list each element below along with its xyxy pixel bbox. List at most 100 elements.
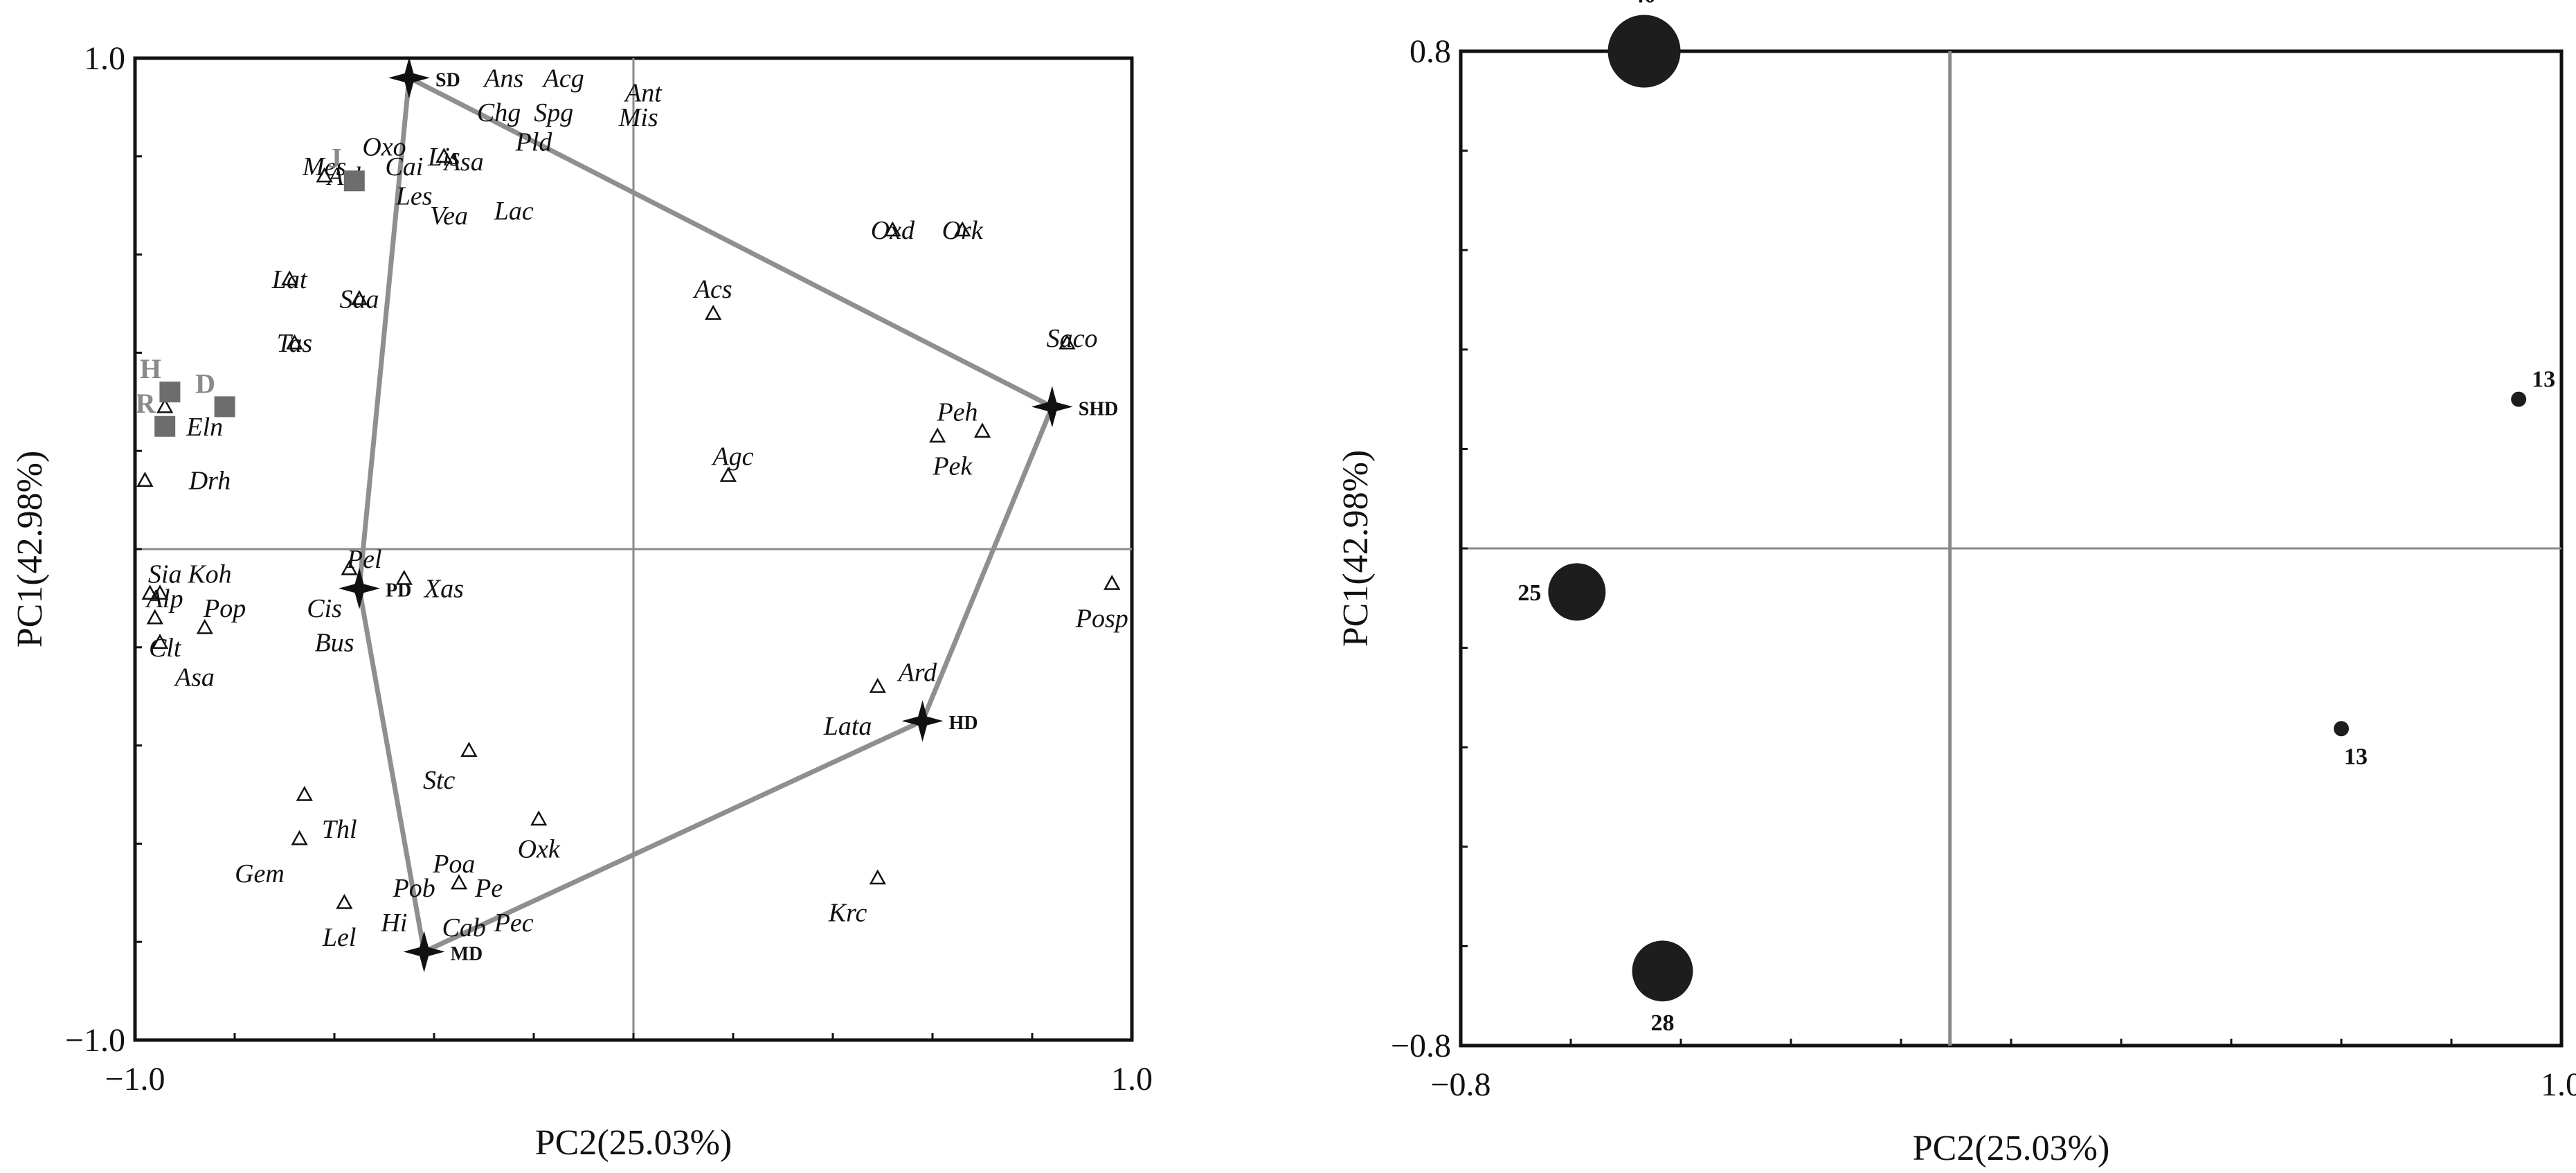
species-label: Asa	[173, 663, 215, 692]
species-label: Thl	[322, 815, 357, 844]
left-x-axis-label: PC2(25.03%)	[535, 1123, 732, 1163]
class-marker	[343, 170, 365, 192]
species-marker	[719, 467, 737, 482]
species-label: Ork	[942, 216, 984, 245]
left-x-tick-min: −1.0	[105, 1061, 165, 1098]
class-marker	[154, 415, 176, 437]
species-label: Tas	[277, 329, 312, 358]
species-marker	[286, 334, 303, 350]
site-label: PD	[386, 580, 411, 602]
species-marker	[136, 472, 154, 487]
species-marker	[291, 830, 308, 845]
species-label: Eln	[186, 413, 223, 442]
bubble-size-label: 40	[1632, 0, 1656, 8]
right-axis-ticks	[1459, 50, 2563, 1047]
site-star-marker	[901, 700, 944, 742]
species-label: Ant	[623, 79, 663, 108]
left-pca-biplot: −1.0 1.0 1.0 −1.0 PC2(25.03%) PC1(42.98%…	[10, 40, 1153, 1163]
right-pca-bubble-plot: −0.8 1.0 0.8 −0.8 PC2(25.03%) PC1(42.98%…	[1336, 0, 2576, 1168]
species-label: Poa	[432, 850, 475, 879]
species-marker	[151, 634, 169, 649]
species-marker	[146, 609, 163, 625]
sample-bubble	[1632, 940, 1693, 1002]
species-label: Pel	[346, 545, 382, 574]
species-marker	[336, 893, 353, 909]
species-label: Mis	[618, 103, 658, 132]
species-label: Oxo	[362, 133, 406, 162]
species-label: Lata	[823, 712, 872, 741]
site-label: SHD	[1079, 398, 1119, 420]
right-y-tick-min: −0.8	[1391, 1028, 1451, 1064]
bubble-size-label: 13	[2344, 744, 2368, 769]
bubble-size-label: 13	[2532, 367, 2555, 393]
class-label: R	[136, 388, 156, 419]
species-label: Pec	[494, 908, 534, 938]
species-label: Mes	[302, 152, 346, 181]
species-marker	[450, 874, 468, 890]
class-label: D	[195, 368, 215, 399]
site-hull-line	[357, 73, 1056, 956]
species-marker	[530, 810, 548, 826]
species-label: Ans	[482, 64, 523, 93]
sample-bubble	[1548, 563, 1606, 621]
sample-bubble	[2334, 721, 2349, 737]
species-marker	[341, 559, 358, 575]
species-marker	[316, 167, 333, 183]
sample-bubble	[2511, 391, 2527, 407]
species-marker	[954, 221, 971, 237]
species-label: Spg	[534, 98, 573, 127]
species-label: Les	[395, 182, 433, 211]
right-y-axis-label: PC1(42.98%)	[1336, 450, 1376, 647]
species-label: Asa	[442, 147, 484, 177]
species-marker	[705, 305, 722, 320]
species-label: Pe	[474, 874, 503, 903]
bubble-size-label: 28	[1651, 1010, 1675, 1036]
species-label: Krc	[828, 899, 867, 928]
left-y-tick-min: −1.0	[65, 1022, 125, 1059]
left-axis-ticks	[134, 57, 1133, 1041]
species-label: Chg	[477, 98, 521, 127]
species-marker	[141, 584, 159, 600]
left-y-axis-label: PC1(42.98%)	[10, 451, 50, 648]
species-label: Posp	[1075, 604, 1128, 633]
class-marker	[214, 396, 235, 418]
species-label: Saa	[340, 285, 379, 314]
left-data-marks: ArlOxoMesCaiLisAsaLesVeaLacAnsAcgAntChgS…	[136, 57, 1128, 973]
class-marker	[159, 382, 181, 403]
species-label: Saco	[1047, 324, 1098, 353]
species-label: Xas	[423, 575, 464, 604]
species-label: Cis	[307, 594, 342, 623]
site-label: SD	[435, 69, 460, 91]
site-star-marker	[388, 57, 430, 99]
species-label: Oxk	[518, 834, 561, 863]
species-marker	[973, 422, 991, 438]
left-x-tick-max: 1.0	[1111, 1061, 1153, 1098]
species-marker	[151, 584, 169, 600]
right-y-tick-max: 0.8	[1409, 33, 1451, 70]
species-marker	[281, 270, 298, 286]
site-star-marker	[1031, 386, 1073, 428]
right-x-tick-max: 1.0	[2541, 1066, 2576, 1103]
species-label: Drh	[188, 467, 231, 496]
species-label: Oxd	[871, 216, 915, 245]
species-marker	[435, 147, 453, 163]
species-label: Vea	[430, 202, 468, 231]
species-label: Pob	[393, 874, 435, 903]
species-marker	[929, 427, 946, 443]
species-label: Cab	[442, 913, 486, 942]
sample-bubble	[1607, 15, 1681, 88]
left-reference-lines	[135, 58, 1132, 1040]
left-y-tick-max: 1.0	[84, 40, 125, 77]
species-label: Agc	[710, 442, 753, 471]
site-star-marker	[403, 931, 445, 973]
class-label: J	[328, 142, 342, 173]
species-label: Bus	[315, 629, 354, 658]
species-marker	[395, 569, 413, 585]
site-star-marker	[339, 567, 380, 609]
species-label: Alp	[145, 584, 183, 614]
species-marker	[196, 618, 213, 634]
right-x-axis-label: PC2(25.03%)	[1913, 1129, 2110, 1168]
species-label: Stc	[423, 766, 456, 795]
species-marker	[869, 869, 886, 885]
